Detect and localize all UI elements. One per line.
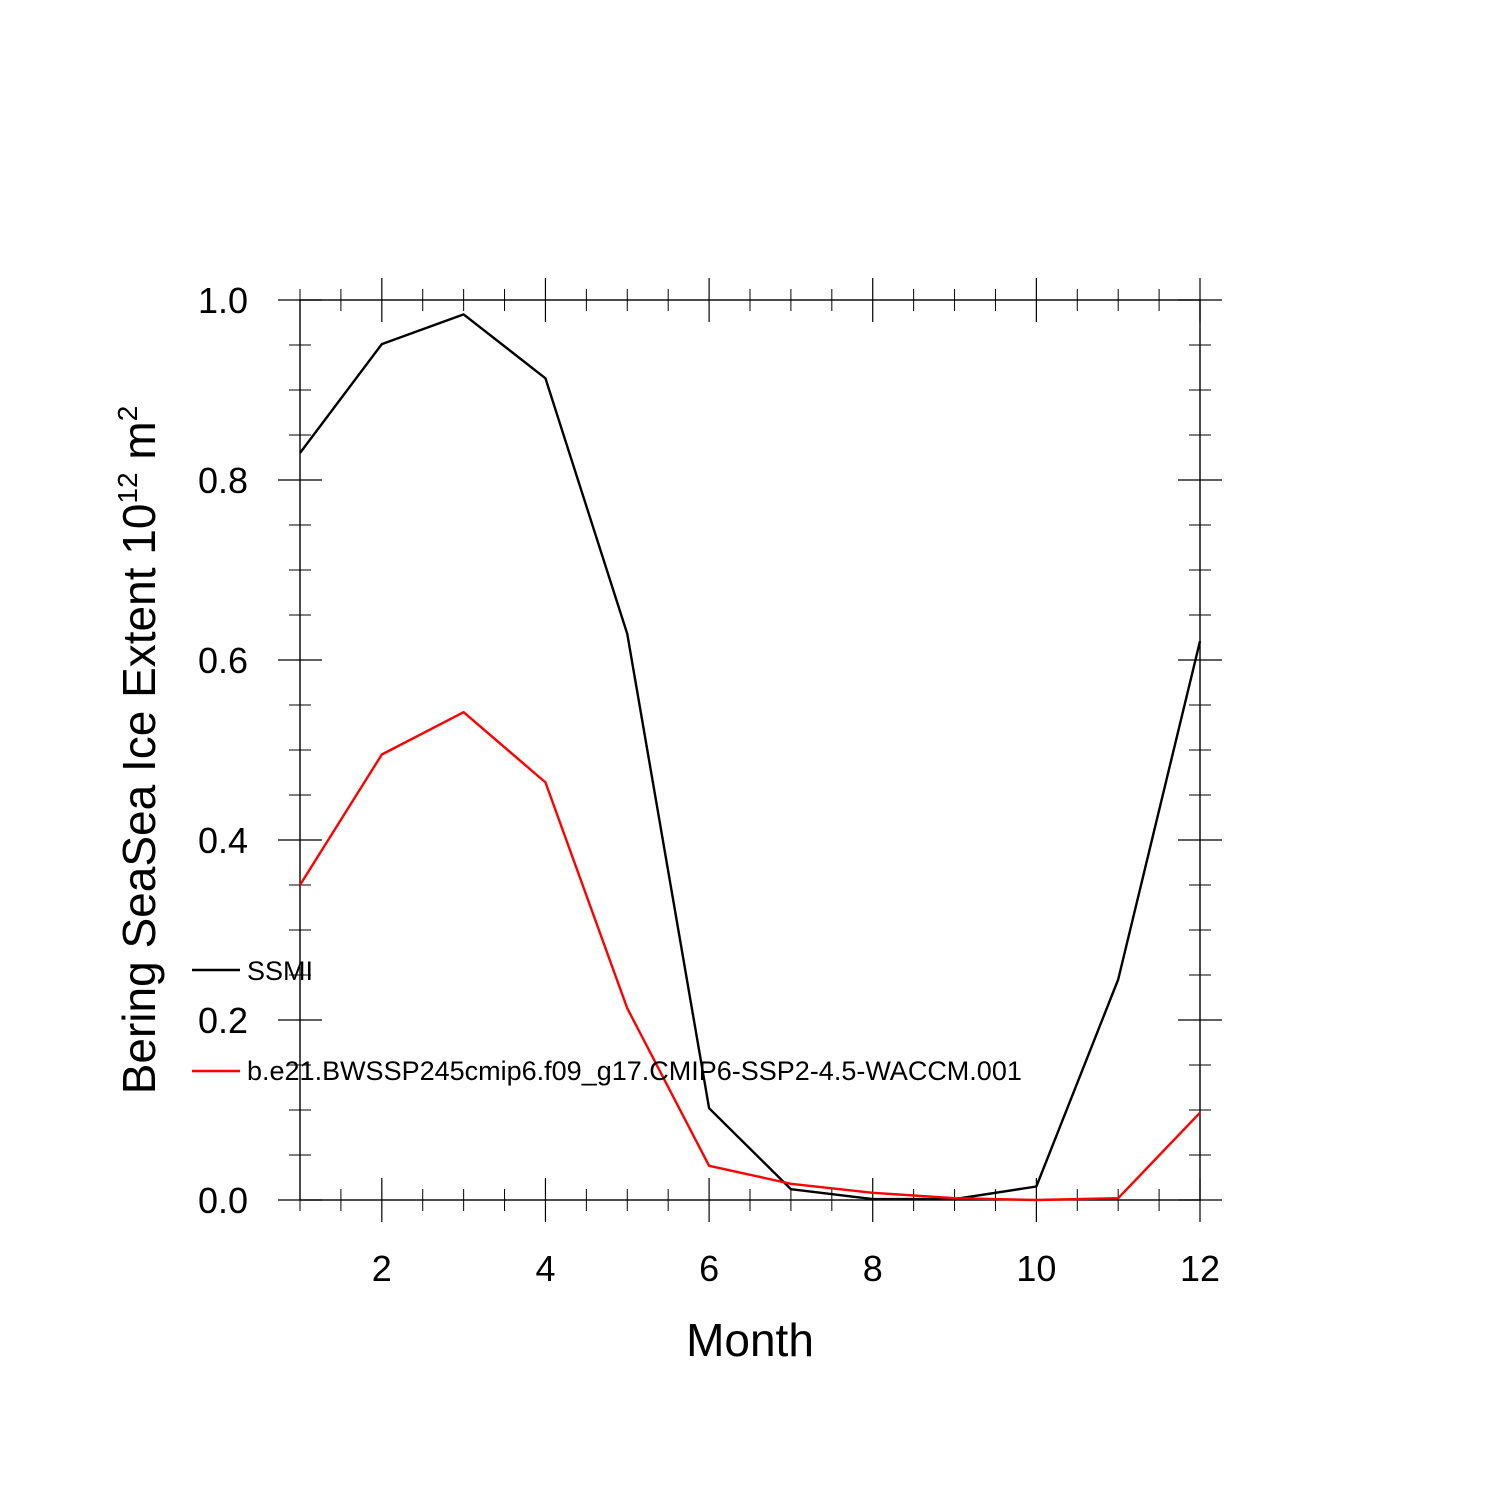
x-tick-label: 8 xyxy=(863,1248,883,1289)
y-tick-label: 0.0 xyxy=(198,1180,248,1221)
y-tick-label: 0.2 xyxy=(198,1000,248,1041)
y-tick-label: 0.8 xyxy=(198,460,248,501)
y-axis-title-exponent: 12 xyxy=(112,472,143,503)
x-tick-label: 12 xyxy=(1180,1248,1220,1289)
x-tick-label: 10 xyxy=(1016,1248,1056,1289)
y-tick-label: 0.4 xyxy=(198,820,248,861)
x-tick-label: 2 xyxy=(372,1248,392,1289)
y-axis-title-main: Bering SeaSea Ice Extent 10 xyxy=(113,504,165,1095)
legend: SSMI b.e21.BWSSP245cmip6.f09_g17.CMIP6-S… xyxy=(192,956,1022,1086)
axis-tick-labels: 2 4 6 8 10 12 0.0 0.2 0.4 0.6 0.8 1.0 xyxy=(198,280,1220,1289)
x-axis-title: Month xyxy=(686,1314,814,1366)
series-line-waccm xyxy=(298,711,1201,1202)
y-axis-title: Bering SeaSea Ice Extent 1012 m2 xyxy=(112,406,165,1095)
y-tick-label: 1.0 xyxy=(198,280,248,321)
x-tick-label: 6 xyxy=(699,1248,719,1289)
y-axis-title-unit: m xyxy=(113,421,165,459)
series-lines xyxy=(298,313,1202,1202)
legend-label-waccm: b.e21.BWSSP245cmip6.f09_g17.CMIP6-SSP2-4… xyxy=(247,1056,1022,1086)
x-tick-label: 4 xyxy=(535,1248,555,1289)
series-line-ssmi xyxy=(299,313,1202,1201)
y-tick-label: 0.6 xyxy=(198,640,248,681)
legend-label-ssmi: SSMI xyxy=(247,956,313,986)
y-axis-title-unit-exponent: 2 xyxy=(112,406,143,422)
axis-ticks xyxy=(278,278,1222,1222)
